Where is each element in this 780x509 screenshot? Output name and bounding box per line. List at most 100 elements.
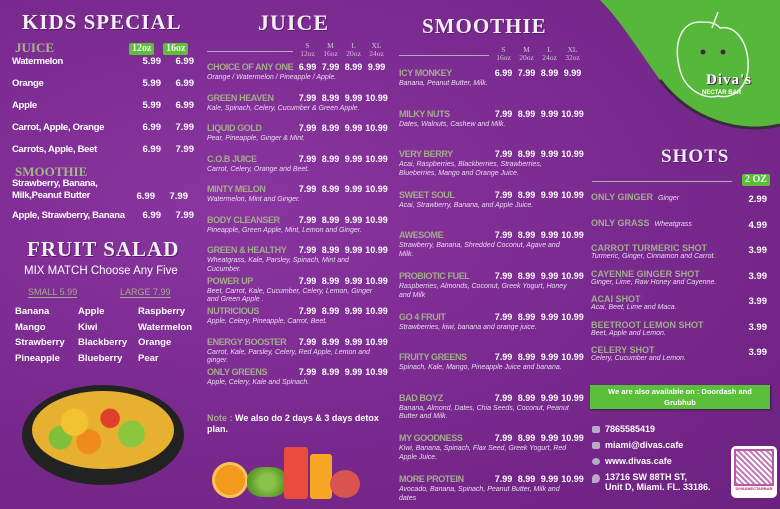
large-price: LARGE 7.99 (120, 287, 171, 298)
size-letter: XL (371, 41, 382, 50)
shot-description: Celery, Cucumber and Lemon. (591, 355, 686, 362)
item-prices: 7.99 8.99 9.99 10.99 (492, 149, 584, 159)
item-header: MINTY MELON 7.99 8.99 9.99 10.99 (207, 184, 388, 195)
contact-address: 13716 SW 88TH ST, Unit D, Miami. FL. 3318… (592, 472, 711, 492)
price: 9.99 (540, 271, 559, 281)
item-name: POWER UP (207, 275, 253, 286)
item-name: SWEET SOUL (399, 189, 455, 200)
item-description: Apple, Celery, Kale and Spinach. (207, 379, 310, 386)
shot-item: CARROT TURMERIC SHOT Turmeric, Ginger, Ci… (591, 243, 767, 260)
item-prices: 6.99 7.99 8.99 9.99 (492, 68, 584, 78)
item-description: Acai, Strawberry, Banana, and Apple Juic… (399, 201, 534, 209)
size-oz: 16oz (496, 53, 511, 62)
item-header: MORE PROTEIN 7.99 8.99 9.99 10.99 (399, 474, 584, 485)
juice-item: MINTY MELON 7.99 8.99 9.99 10.99 Watermelon, … (207, 184, 388, 205)
price-12oz: 6.99 (142, 210, 162, 221)
price: 10.99 (365, 214, 388, 225)
price: 9.99 (344, 123, 363, 133)
fruit-option: Watermelon (138, 321, 193, 333)
price: 10.99 (365, 275, 388, 286)
item-prices: 7.99 8.99 9.99 10.99 (492, 190, 584, 200)
price-12oz: 6.99 (142, 144, 162, 155)
item-prices: 7.99 8.99 9.99 10.99 (492, 271, 584, 281)
size-oz: 24oz (542, 53, 557, 62)
item-name: VERY BERRY (399, 149, 453, 160)
price-12oz: 5.99 (142, 100, 162, 111)
item-prices: 7.99 8.99 9.99 10.99 (296, 154, 388, 164)
item-header: MY GOODNESS 7.99 8.99 9.99 10.99 (399, 433, 584, 444)
item-name: Carrots, Apple, Beet (12, 144, 97, 155)
juice-item: C.O.B JUICE 7.99 8.99 9.99 10.99 Carrot, Cele… (207, 154, 388, 175)
size-letter: XL (567, 45, 578, 54)
price: 10.99 (561, 230, 584, 241)
item-name: BODY CLEANSER (207, 214, 280, 225)
price-12oz: 6.99 (136, 191, 156, 202)
juice-item: CHOICE OF ANY ONE 6.99 7.99 8.99 9.99 Orange … (207, 62, 388, 83)
item-description: Banana, Almond, Dates, Chia Seeds, Cocon… (399, 404, 569, 421)
item-name: MILKY NUTS (399, 108, 450, 119)
kids-smoothie-row: Apple, Strawberry, Banana 6.99 7.99 (12, 210, 194, 221)
qr-code[interactable]: DIVASNECTARBAR (731, 446, 777, 498)
kids-juice-row: Apple 5.99 6.99 (12, 100, 194, 111)
price: 8.99 (517, 392, 536, 403)
price: 9.99 (540, 108, 559, 119)
shot-name: CARROT TURMERIC SHOT (591, 243, 707, 253)
price: 8.99 (517, 433, 536, 444)
price: 7.99 (298, 306, 317, 316)
price: 7.99 (298, 336, 317, 347)
item-header: GO 4 FRUIT 7.99 8.99 9.99 10.99 (399, 312, 584, 323)
shot-price: 3.99 (748, 245, 768, 256)
price: 8.99 (321, 123, 340, 133)
shot-price: 3.99 (748, 270, 768, 282)
shot-description: Turmeric, Ginger, Cinnamon and Carrot. (591, 253, 716, 260)
fruit-option: Strawberry (15, 337, 65, 348)
shot-price: 3.99 (748, 321, 768, 333)
shot-item: BEETROOT LEMON SHOT Beet, Apple and Lemon… (591, 320, 767, 337)
price: 8.99 (321, 245, 340, 255)
item-name: ENERGY BOOSTER (207, 336, 287, 347)
price: 8.99 (321, 275, 340, 286)
item-prices: 7.99 8.99 9.99 10.99 (492, 109, 584, 119)
smoothie-item: FRUITY GREENS 7.99 8.99 9.99 10.99 Spinach, K… (399, 352, 584, 373)
juice-item: NUTRICIOUS 7.99 8.99 9.99 10.99 Apple, Celery… (207, 306, 388, 327)
shot-name: CELERY SHOT (591, 345, 655, 355)
item-name: C.O.B JUICE (207, 153, 257, 164)
juice-item: GREEN HEAVEN 7.99 8.99 9.99 10.99 Kale, Spina… (207, 93, 388, 114)
price: 9.99 (540, 474, 559, 484)
shot-description: Ginger, Lime, Raw Honey and Cayenne. (591, 278, 717, 286)
logo-tagline: NECTAR BAR (702, 90, 742, 96)
price: 10.99 (365, 306, 388, 316)
item-description: Raspberries, Almonds, Coconut, Greek Yog… (399, 283, 567, 299)
location-pin-icon (592, 474, 600, 483)
delivery-banner: We are also available on : Doordash and … (590, 385, 770, 409)
item-description: Dates, Walnuts, Cashew and Milk. (399, 120, 506, 128)
detox-note: Note : We also do 2 days & 3 days detox … (207, 413, 387, 435)
shot-price: 3.99 (748, 296, 768, 307)
size-oz: 12oz (300, 49, 315, 58)
item-header: MILKY NUTS 7.99 8.99 9.99 10.99 (399, 109, 584, 120)
item-header: ONLY GREENS 7.99 8.99 9.99 10.99 (207, 367, 388, 378)
item-name: Watermelon (12, 56, 64, 67)
item-prices: 7.99 8.99 9.99 10.99 (296, 184, 388, 194)
shot-name: ONLY GINGER (591, 192, 654, 202)
price: 8.99 (517, 311, 536, 322)
price: 8.99 (517, 352, 536, 363)
price: 10.99 (561, 271, 584, 281)
item-header: BAD BOYZ 7.99 8.99 9.99 10.99 (399, 393, 584, 404)
price: 6.99 (298, 62, 317, 72)
price: 10.99 (561, 108, 584, 119)
item-description: Strawberries, kiwi, banana and orange ju… (399, 323, 537, 331)
item-name: GO 4 FRUIT (399, 311, 446, 322)
item-description: Orange / Watermelon / Pineapple / Apple. (207, 74, 337, 81)
price: 7.99 (494, 352, 513, 363)
contact-email[interactable]: miami@divas.cafe (592, 440, 683, 450)
price: 7.99 (494, 474, 513, 484)
contact-website[interactable]: www.divas.cafe (592, 456, 672, 466)
price: 7.99 (494, 108, 513, 119)
price: 10.99 (561, 311, 584, 322)
smoothie-item: AWESOME 7.99 8.99 9.99 10.99 Strawberry, Bana… (399, 230, 584, 259)
price: 7.99 (298, 184, 317, 194)
price-12oz: 5.99 (142, 78, 162, 89)
contact-phone[interactable]: 7865585419 (592, 424, 655, 434)
item-header: ICY MONKEY 6.99 7.99 8.99 9.99 (399, 68, 584, 79)
